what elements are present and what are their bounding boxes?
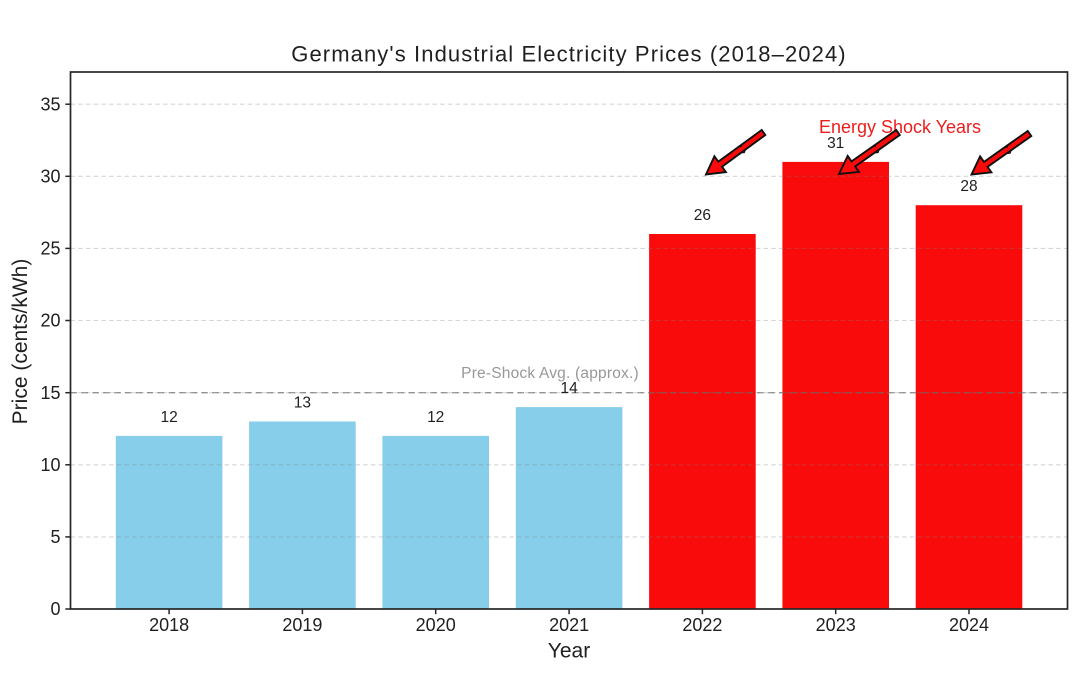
svg-text:26: 26 [694, 207, 711, 224]
svg-text:35: 35 [40, 94, 60, 114]
svg-text:2018: 2018 [149, 615, 189, 635]
svg-text:2021: 2021 [549, 615, 589, 635]
svg-text:10: 10 [40, 455, 60, 475]
svg-text:2020: 2020 [416, 615, 456, 635]
svg-text:Pre-Shock Avg. (approx.): Pre-Shock Avg. (approx.) [461, 365, 639, 382]
svg-text:5: 5 [50, 527, 60, 547]
svg-text:Energy Shock Years: Energy Shock Years [819, 117, 981, 137]
svg-text:Year: Year [548, 640, 590, 663]
svg-text:20: 20 [40, 311, 60, 331]
svg-text:25: 25 [40, 239, 60, 259]
svg-text:2023: 2023 [816, 615, 856, 635]
svg-text:13: 13 [294, 395, 311, 412]
svg-text:15: 15 [40, 383, 60, 403]
svg-text:28: 28 [960, 178, 977, 195]
svg-text:Germany's Industrial Electrici: Germany's Industrial Electricity Prices … [291, 41, 847, 66]
svg-text:12: 12 [427, 409, 444, 426]
svg-text:14: 14 [560, 380, 578, 397]
svg-text:2022: 2022 [682, 615, 722, 635]
svg-text:2019: 2019 [282, 615, 322, 635]
svg-text:30: 30 [40, 167, 60, 187]
svg-text:31: 31 [827, 135, 844, 152]
svg-text:0: 0 [50, 599, 60, 619]
svg-text:12: 12 [160, 409, 177, 426]
svg-text:2024: 2024 [949, 615, 989, 635]
svg-text:Price (cents/kWh): Price (cents/kWh) [9, 259, 32, 425]
